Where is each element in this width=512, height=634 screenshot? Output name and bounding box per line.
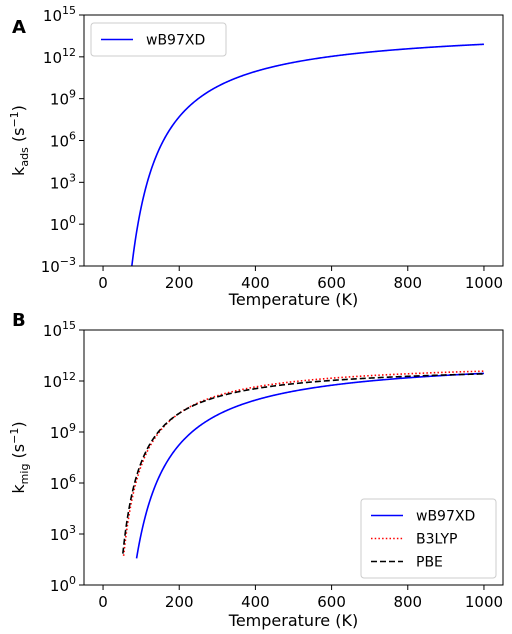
x-tick-label: 0	[98, 274, 108, 292]
panel-label: A	[12, 17, 26, 38]
x-tick-label: 800	[393, 593, 422, 611]
legend-label-pbe: PBE	[416, 555, 443, 571]
y-tick-label: 10−3	[41, 255, 76, 276]
y-tick-label: 103	[50, 171, 76, 192]
x-tick-label: 800	[393, 274, 422, 292]
y-tick-label: 109	[50, 421, 76, 442]
x-tick-label: 0	[98, 593, 108, 611]
x-axis-label: Temperature (K)	[228, 611, 358, 630]
x-tick-label: 600	[317, 274, 346, 292]
x-tick-label: 1000	[465, 593, 503, 611]
x-tick-label: 200	[165, 593, 194, 611]
y-tick-label: 103	[50, 523, 76, 544]
legend-label-wb97xd: wB97XD	[416, 509, 475, 525]
plot-frame	[83, 329, 504, 586]
legend-label-b3lyp: B3LYP	[416, 532, 457, 548]
y-tick-label: 100	[50, 213, 76, 234]
y-tick-label: 1012	[43, 46, 76, 67]
y-tick-label: 109	[50, 88, 76, 109]
y-tick-label: 100	[50, 574, 76, 595]
legend-box	[360, 498, 497, 579]
x-tick-label: 600	[317, 593, 346, 611]
legend: wB97XD	[90, 22, 227, 57]
y-axis-label: kmig (s−1)	[8, 421, 31, 493]
legend: wB97XD B3LYP PBE	[360, 498, 497, 579]
x-tick-label: 200	[165, 274, 194, 292]
y-tick-label: 1012	[43, 370, 76, 391]
x-axis-label: Temperature (K)	[228, 290, 358, 309]
x-tick-label: 400	[241, 274, 270, 292]
series-line-b3lyp	[122, 370, 484, 556]
y-axis-label: kads (s−1)	[8, 105, 31, 176]
panel-a: 0 200 400 600 800 1000 10−3 100 103 106 109 1012 101…	[8, 4, 504, 309]
series-line-wb97xd	[131, 43, 484, 266]
series-line-pbe	[122, 373, 484, 554]
x-tick-label: 400	[241, 593, 270, 611]
legend-label-wb97xd: wB97XD	[146, 33, 205, 49]
y-tick-label: 1015	[43, 4, 76, 25]
y-tick-label: 106	[50, 130, 76, 151]
panel-label: B	[12, 310, 26, 331]
y-tick-label: 106	[50, 472, 76, 493]
panel-b: 0 200 400 600 800 1000 100 103 106 109 1012 1015 Tem…	[8, 310, 504, 630]
series-line-wb97xd	[135, 372, 484, 559]
y-tick-label: 1015	[43, 319, 76, 340]
legend-box	[90, 22, 227, 57]
x-tick-label: 1000	[465, 274, 503, 292]
